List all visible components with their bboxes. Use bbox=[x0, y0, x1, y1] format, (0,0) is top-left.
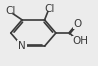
Text: OH: OH bbox=[72, 36, 88, 46]
Text: Cl: Cl bbox=[45, 4, 55, 14]
Text: Cl: Cl bbox=[5, 6, 15, 16]
Text: N: N bbox=[18, 41, 26, 51]
Text: O: O bbox=[74, 19, 82, 29]
